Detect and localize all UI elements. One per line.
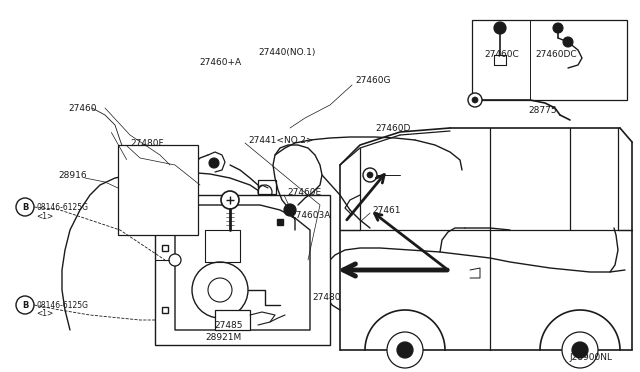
Circle shape: [572, 342, 588, 358]
Circle shape: [553, 23, 563, 33]
Text: 27461: 27461: [372, 205, 401, 215]
Text: 274603A: 274603A: [290, 211, 330, 219]
Circle shape: [367, 172, 373, 178]
Text: 27460DC: 27460DC: [535, 49, 577, 58]
Circle shape: [192, 262, 248, 318]
Circle shape: [169, 254, 181, 266]
Circle shape: [209, 158, 219, 168]
Circle shape: [397, 342, 413, 358]
Bar: [258, 180, 276, 194]
Text: 27460G: 27460G: [355, 76, 390, 84]
Circle shape: [16, 198, 34, 216]
Circle shape: [221, 191, 239, 209]
Circle shape: [284, 204, 296, 216]
Circle shape: [16, 296, 34, 314]
Circle shape: [494, 22, 506, 34]
Circle shape: [563, 37, 573, 47]
Text: 27485: 27485: [214, 321, 243, 330]
Text: 27460E: 27460E: [287, 187, 321, 196]
Circle shape: [472, 97, 478, 103]
Bar: [215, 310, 250, 330]
Text: 08146-6125G: 08146-6125G: [36, 301, 88, 310]
Text: 27480F: 27480F: [130, 138, 164, 148]
Text: B: B: [22, 202, 28, 212]
Circle shape: [305, 262, 311, 268]
Circle shape: [562, 332, 598, 368]
Text: 27441<NO.2>: 27441<NO.2>: [248, 135, 314, 144]
Bar: [118, 145, 198, 235]
Text: <1>: <1>: [36, 310, 53, 318]
Text: 27460: 27460: [68, 103, 97, 112]
Bar: [155, 195, 330, 345]
Text: 28921M: 28921M: [205, 334, 241, 343]
Text: <1>: <1>: [36, 212, 53, 221]
Text: 08146-6125G: 08146-6125G: [36, 202, 88, 212]
Text: 28916: 28916: [58, 170, 86, 180]
Text: B: B: [22, 301, 28, 310]
Circle shape: [363, 168, 377, 182]
Text: 27460D: 27460D: [375, 124, 410, 132]
Text: 27480: 27480: [312, 294, 340, 302]
Circle shape: [468, 93, 482, 107]
Text: 28775: 28775: [529, 106, 557, 115]
Circle shape: [208, 278, 232, 302]
Text: 27460+A: 27460+A: [199, 58, 241, 67]
Circle shape: [387, 332, 423, 368]
Bar: [472, 20, 627, 100]
Text: 27440(NO.1): 27440(NO.1): [258, 48, 316, 57]
Text: 27460C: 27460C: [484, 49, 520, 58]
Text: J28900NL: J28900NL: [569, 353, 612, 362]
